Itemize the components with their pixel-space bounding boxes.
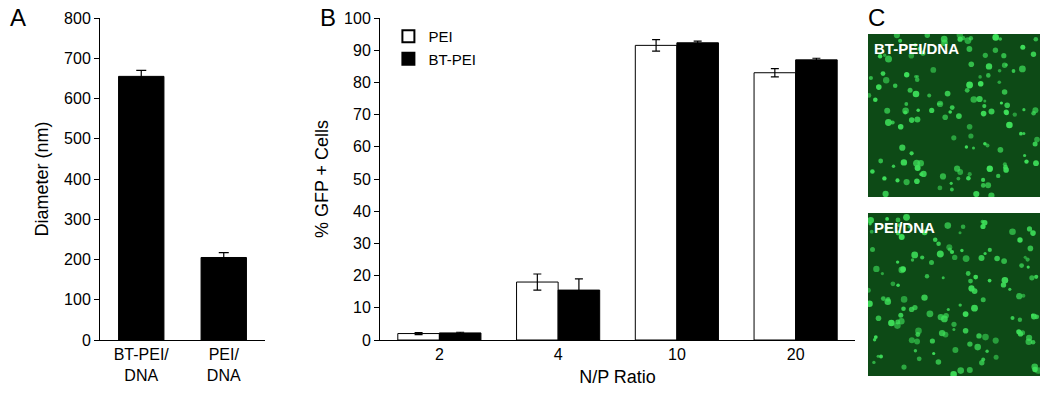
svg-text:BT-PEI/DNA: BT-PEI/DNA (114, 346, 170, 384)
svg-text:0: 0 (362, 332, 371, 349)
svg-text:500: 500 (64, 130, 91, 147)
svg-text:0: 0 (82, 332, 91, 349)
svg-text:A: A (10, 4, 26, 31)
svg-text:4: 4 (554, 346, 563, 363)
svg-text:600: 600 (64, 90, 91, 107)
svg-text:2: 2 (435, 346, 444, 363)
svg-text:PEI: PEI (428, 28, 452, 45)
svg-text:10: 10 (353, 299, 371, 316)
svg-text:Diameter (nm): Diameter (nm) (32, 121, 52, 236)
svg-text:800: 800 (64, 10, 91, 27)
svg-text:100: 100 (344, 10, 371, 27)
svg-text:90: 90 (353, 42, 371, 59)
svg-text:B: B (320, 4, 336, 31)
svg-text:BT-PEI/DNA: BT-PEI/DNA (874, 40, 959, 57)
svg-text:BT-PEI: BT-PEI (428, 51, 476, 68)
svg-text:400: 400 (64, 171, 91, 188)
svg-text:20: 20 (353, 267, 371, 284)
svg-text:300: 300 (64, 211, 91, 228)
svg-text:N/P Ratio: N/P Ratio (579, 367, 656, 387)
svg-text:30: 30 (353, 235, 371, 252)
svg-text:10: 10 (668, 346, 686, 363)
svg-text:200: 200 (64, 251, 91, 268)
svg-text:80: 80 (353, 74, 371, 91)
svg-text:PEI/DNA: PEI/DNA (874, 219, 935, 236)
svg-text:PEI/DNA: PEI/DNA (207, 346, 241, 384)
svg-text:50: 50 (353, 171, 371, 188)
svg-text:70: 70 (353, 106, 371, 123)
svg-text:100: 100 (64, 291, 91, 308)
svg-text:C: C (868, 4, 885, 31)
svg-text:700: 700 (64, 50, 91, 67)
svg-text:% GFP + Cells: % GFP + Cells (312, 120, 332, 238)
svg-text:60: 60 (353, 138, 371, 155)
svg-text:20: 20 (787, 346, 805, 363)
svg-text:40: 40 (353, 203, 371, 220)
